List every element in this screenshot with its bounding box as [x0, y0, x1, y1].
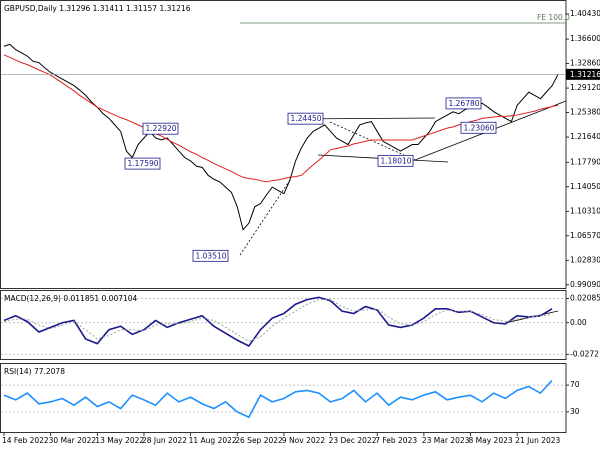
price-label-box [377, 154, 414, 167]
x-tick-label: 23 Dec 2022 [329, 436, 377, 445]
panel-title: MACD(12,26,9) 0.011851 0.007104 [4, 294, 138, 303]
y-tick-label: 1.02830 [570, 255, 600, 264]
x-tick-label: 23 Mar 2023 [422, 436, 470, 445]
y-tick-label: -0.027213 [570, 349, 600, 358]
x-tick-label: 30 Mar 2022 [49, 436, 97, 445]
y-tick-label: 1.17790 [570, 157, 600, 166]
y-tick-label: 1.25380 [570, 108, 600, 117]
trend-line [329, 121, 416, 161]
x-tick-label: 9 Nov 2022 [282, 436, 325, 445]
y-tick-label: 30 [570, 407, 580, 416]
panel-frame [0, 363, 567, 433]
y-tick-label: 1.10310 [570, 206, 600, 215]
price-label-box [192, 249, 229, 262]
y-tick-label: 1.40430 [570, 9, 600, 18]
y-tick-label: 1.06570 [570, 231, 600, 240]
y-tick-label: 1.36600 [570, 34, 600, 43]
price-label-box [445, 97, 482, 110]
x-tick-label: 11 Aug 2022 [189, 436, 237, 445]
panel-frame [0, 0, 567, 289]
y-tick-label: 70 [570, 380, 580, 389]
price-label: 1.22920 [146, 124, 177, 133]
x-tick-label: 21 Jun 2023 [515, 436, 560, 445]
price-label: 1.17590 [128, 159, 159, 168]
series-line [3, 296, 553, 347]
x-tick-label: 28 Jun 2022 [142, 436, 187, 445]
price-label-box [460, 121, 497, 134]
price-label: 1.26780 [449, 99, 480, 108]
last-price-box [566, 68, 600, 80]
x-tick-label: 8 May 2023 [469, 436, 513, 445]
trend-line [239, 179, 291, 256]
price-label: 1.18010 [381, 156, 412, 165]
x-tick-label: 7 Feb 2023 [375, 436, 417, 445]
price-label: 1.03510 [196, 251, 227, 260]
y-tick-label: 1.21640 [570, 132, 600, 141]
price-label: 1.24450 [291, 114, 322, 123]
x-tick-label: 26 Sep 2022 [235, 436, 283, 445]
y-tick-label: 1.14050 [570, 182, 600, 191]
price-label-box [124, 157, 161, 170]
x-tick-label: 13 May 2022 [95, 436, 144, 445]
fe-label: FE 100.0 [537, 13, 570, 22]
price-label: 1.23060 [464, 123, 495, 132]
panel-title: RSI(14) 77.2078 [4, 367, 65, 376]
panel-frame [0, 290, 567, 360]
price-label-box [142, 122, 179, 135]
y-tick-label: 1.29120 [570, 83, 600, 92]
y-tick-label: 0.00 [570, 318, 587, 327]
price-label-box [287, 112, 324, 125]
y-tick-label: 1.32860 [570, 59, 600, 68]
last-price-label: 1.31216 [570, 70, 600, 79]
x-tick-label: 14 Feb 2022 [2, 436, 49, 445]
series-line [3, 379, 553, 419]
y-tick-label: 0.99090 [570, 280, 600, 289]
y-tick-label: 0.020858 [570, 294, 600, 303]
panel-title: GBPUSD,Daily 1.31296 1.31411 1.31157 1.3… [4, 4, 191, 13]
